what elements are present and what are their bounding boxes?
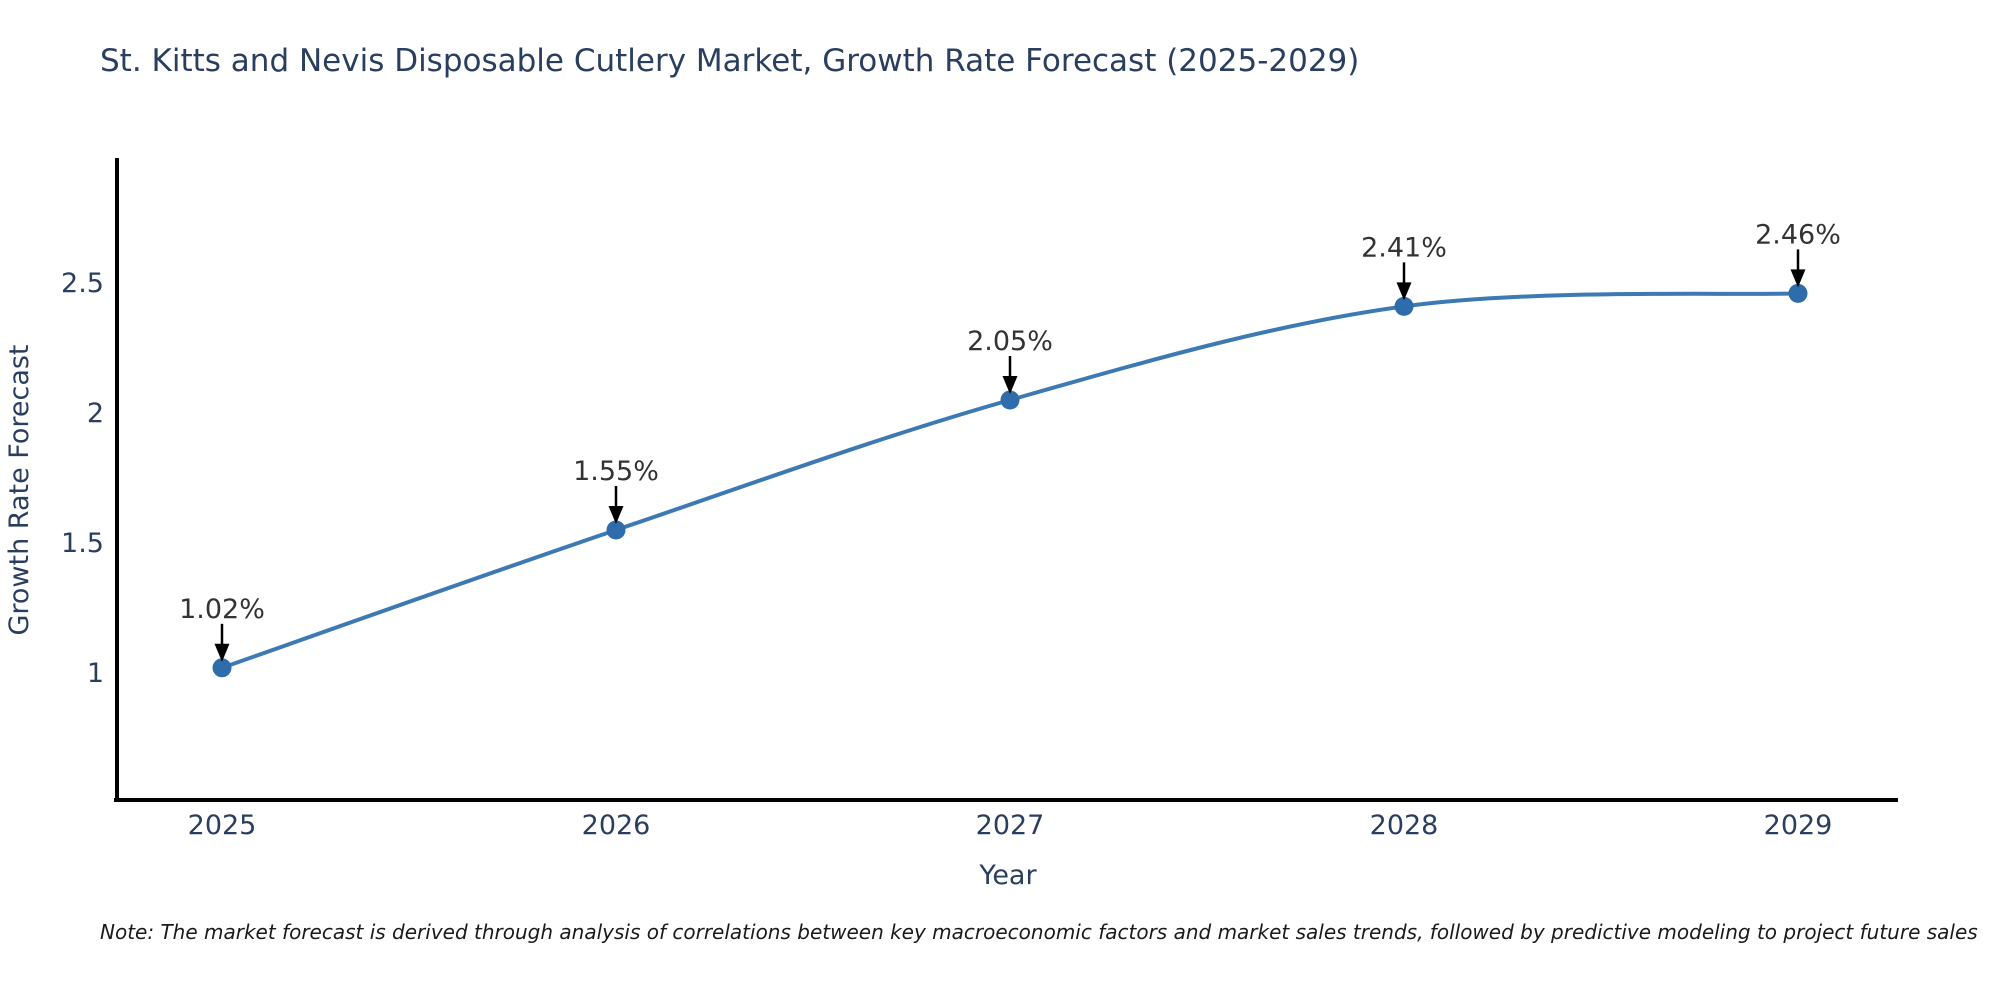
data-point: [1000, 390, 1020, 410]
x-tick-label: 2026: [582, 810, 651, 841]
data-point: [212, 658, 232, 678]
y-tick-label: 2: [87, 398, 104, 429]
annotation-arrow-head: [1790, 269, 1806, 288]
point-annotation-label: 2.41%: [1361, 232, 1447, 263]
x-tick-label: 2028: [1370, 810, 1439, 841]
chart-title: St. Kitts and Nevis Disposable Cutlery M…: [100, 43, 1360, 79]
data-point: [606, 520, 626, 540]
x-tick-label: 2027: [976, 810, 1045, 841]
y-tick-label: 1.5: [61, 528, 104, 559]
x-tick-label: 2029: [1764, 810, 1833, 841]
y-tick-label: 1: [87, 658, 104, 689]
chart-footnote: Note: The market forecast is derived thr…: [100, 920, 1978, 944]
x-axis-title: Year: [978, 860, 1037, 891]
point-annotation-label: 2.05%: [967, 326, 1053, 357]
point-annotation-label: 1.55%: [573, 456, 659, 487]
x-tick-label: 2025: [188, 810, 257, 841]
annotation-arrow-head: [1396, 282, 1412, 301]
data-point: [1394, 296, 1414, 316]
data-point: [1788, 283, 1808, 303]
point-annotation-label: 2.46%: [1755, 219, 1841, 250]
y-tick-label: 2.5: [61, 268, 104, 299]
y-axis-title: Growth Rate Forecast: [4, 344, 35, 635]
point-annotation-label: 1.02%: [179, 594, 265, 625]
annotation-arrow-head: [214, 643, 230, 662]
annotation-arrow-head: [608, 506, 624, 524]
annotation-arrow-head: [1002, 376, 1018, 394]
